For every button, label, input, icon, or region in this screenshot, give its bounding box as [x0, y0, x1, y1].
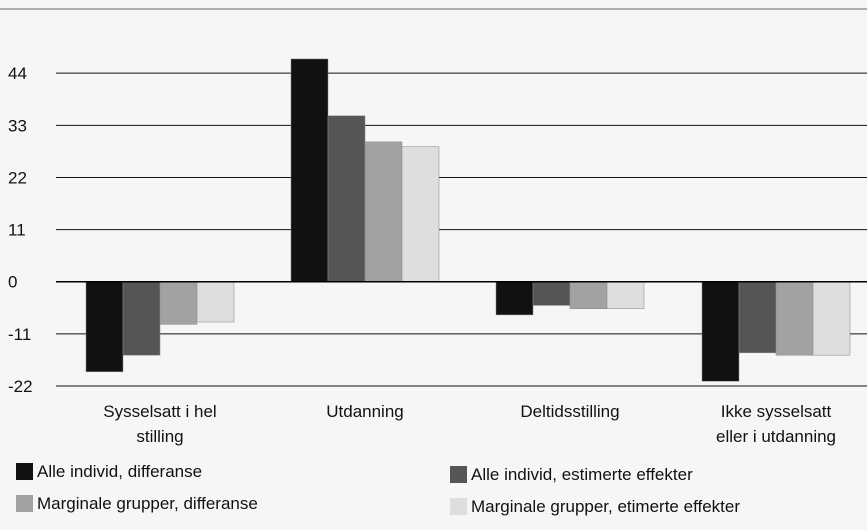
- category-label: Utdanning: [326, 402, 404, 421]
- gridlines: [56, 72, 867, 387]
- bar: [775, 281, 814, 356]
- bar: [290, 58, 329, 282]
- bar: [532, 281, 571, 306]
- y-tick-label: 33: [8, 116, 27, 135]
- bar: [701, 281, 740, 382]
- category-label: Sysselsatt i hel: [103, 402, 216, 421]
- bar: [364, 141, 403, 282]
- bar: [495, 281, 534, 316]
- y-tick-label: 22: [8, 168, 27, 187]
- bar: [85, 281, 124, 373]
- category-label: stilling: [136, 427, 183, 446]
- y-tick-label: 44: [8, 64, 27, 83]
- legend-label: Alle individ, differanse: [37, 462, 202, 481]
- bar: [401, 146, 440, 282]
- bars: [85, 58, 851, 382]
- y-tick-labels: 44 33 22 11 0 -11 -22: [8, 64, 33, 396]
- legend-swatch: [16, 495, 33, 512]
- bar: [569, 281, 608, 309]
- bar: [812, 281, 851, 356]
- bar: [196, 281, 235, 323]
- legend-label: Alle individ, estimerte effekter: [471, 465, 693, 484]
- legend-swatch: [450, 498, 467, 515]
- legend-swatch: [450, 466, 467, 483]
- legend: Alle individ, differanse Alle individ, es…: [16, 462, 740, 516]
- bar: [327, 115, 366, 282]
- y-tick-label: -11: [8, 325, 31, 344]
- y-tick-label: -22: [8, 377, 33, 396]
- bar: [738, 281, 777, 354]
- category-label: Ikke sysselsatt: [721, 402, 832, 421]
- bar: [606, 281, 645, 309]
- y-tick-label: 0: [8, 273, 17, 292]
- legend-swatch: [16, 463, 33, 480]
- y-tick-label: 11: [8, 221, 26, 240]
- legend-label: Marginale grupper, differanse: [37, 494, 258, 513]
- category-labels: Sysselsatt i hel stilling Utdanning Deltids…: [103, 402, 836, 446]
- category-label: eller i utdanning: [716, 427, 836, 446]
- bar: [159, 281, 198, 325]
- category-label: Deltidsstilling: [520, 402, 619, 421]
- bar: [122, 281, 161, 356]
- legend-label: Marginale grupper, etimerte effekter: [471, 497, 740, 516]
